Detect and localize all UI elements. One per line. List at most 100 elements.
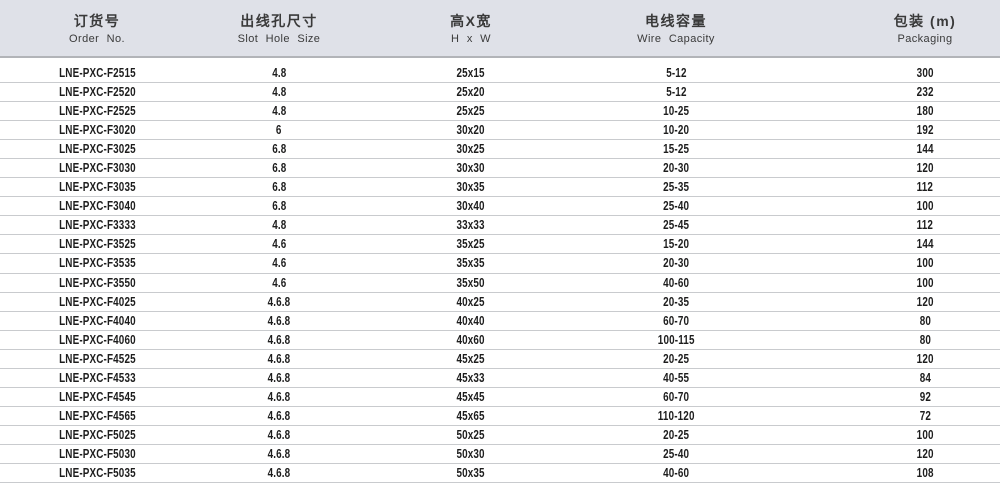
column-header-slot-hole-size-zh: 出线孔尺寸 [240, 12, 318, 29]
cell-wire-capacity: 5-12 [665, 84, 687, 100]
cell-packaging: 120 [916, 445, 934, 461]
cell-slot-hole-size: 4.6 [271, 255, 287, 271]
cell-packaging: 112 [916, 217, 934, 233]
cell-order-no: LNE-PXC-F4533 [58, 369, 136, 385]
cell-packaging: 144 [916, 141, 934, 157]
cell-h-x-w: 30x35 [456, 179, 486, 195]
cell-slot-hole-size: 4.6.8 [267, 407, 291, 423]
cell-wire-capacity: 25-40 [662, 445, 690, 461]
cell-slot-hole-size: 4.8 [271, 84, 287, 100]
cell-packaging: 232 [916, 84, 934, 100]
column-header-h-x-w: 高X宽 H x W [364, 0, 578, 56]
cell-h-x-w: 25x20 [456, 84, 486, 100]
table-row: LNE-PXC-F3025 6.8 30x25 15-25 144 [0, 140, 1000, 160]
cell-wire-capacity: 10-25 [662, 103, 690, 119]
cell-h-x-w: 35x35 [456, 255, 486, 271]
cell-order-no: LNE-PXC-F2525 [58, 103, 136, 119]
column-header-wire-capacity: 电线容量 Wire Capacity [578, 0, 774, 56]
cell-slot-hole-size: 6.8 [271, 160, 287, 176]
cell-order-no: LNE-PXC-F3030 [58, 160, 136, 176]
cell-order-no: LNE-PXC-F3040 [58, 198, 136, 214]
column-header-h-x-w-zh: 高X宽 [450, 12, 492, 29]
cell-packaging: 180 [916, 103, 934, 119]
cell-order-no: LNE-PXC-F2515 [58, 65, 136, 81]
table-row: LNE-PXC-F4040 4.6.8 40x40 60-70 80 [0, 312, 1000, 331]
cell-packaging: 144 [916, 236, 934, 252]
cell-wire-capacity: 25-35 [662, 179, 690, 195]
cell-order-no: LNE-PXC-F2520 [58, 84, 136, 100]
cell-slot-hole-size: 4.8 [271, 103, 287, 119]
cell-order-no: LNE-PXC-F3020 [58, 122, 136, 138]
column-header-wire-capacity-zh: 电线容量 [645, 12, 707, 29]
cell-wire-capacity: 60-70 [662, 388, 690, 404]
cell-wire-capacity: 40-55 [662, 369, 690, 385]
cell-wire-capacity: 40-60 [662, 274, 690, 290]
table-header-row: 订货号 Order No. 出线孔尺寸 Slot Hole Size 高X宽 H… [0, 0, 1000, 58]
table-row: LNE-PXC-F3040 6.8 30x40 25-40 100 [0, 197, 1000, 217]
cell-slot-hole-size: 4.6.8 [267, 331, 291, 347]
cell-h-x-w: 40x60 [456, 331, 486, 347]
cell-order-no: LNE-PXC-F4040 [58, 312, 136, 328]
table-row: LNE-PXC-F2515 4.8 25x15 5-12 300 [0, 64, 1000, 84]
cell-h-x-w: 30x40 [456, 198, 486, 214]
cell-slot-hole-size: 4.6 [271, 274, 287, 290]
cell-h-x-w: 35x25 [456, 236, 486, 252]
column-header-packaging: 包装 (m) Packaging [774, 0, 1000, 56]
cell-packaging: 80 [919, 331, 931, 347]
cell-slot-hole-size: 4.6 [271, 236, 287, 252]
cell-h-x-w: 25x15 [456, 65, 486, 81]
table-row: LNE-PXC-F3535 4.6 35x35 20-30 100 [0, 254, 1000, 274]
table-row: LNE-PXC-F5035 4.6.8 50x35 40-60 108 [0, 464, 1000, 483]
table-body: LNE-PXC-F2515 4.8 25x15 5-12 300 LNE-PXC… [0, 64, 1000, 483]
table-row: LNE-PXC-F4545 4.6.8 45x45 60-70 92 [0, 388, 1000, 407]
cell-slot-hole-size: 6.8 [271, 179, 287, 195]
column-header-packaging-zh: 包装 (m) [893, 12, 957, 29]
cell-order-no: LNE-PXC-F5035 [58, 465, 136, 480]
cell-slot-hole-size: 4.8 [271, 65, 287, 81]
table-row: LNE-PXC-F4533 4.6.8 45x33 40-55 84 [0, 369, 1000, 388]
cell-slot-hole-size: 4.6.8 [267, 293, 291, 309]
cell-order-no: LNE-PXC-F4060 [58, 331, 136, 347]
cell-wire-capacity: 10-20 [662, 122, 690, 138]
table-row: LNE-PXC-F3550 4.6 35x50 40-60 100 [0, 274, 1000, 293]
column-header-slot-hole-size-en: Slot Hole Size [237, 32, 321, 45]
table-row: LNE-PXC-F4025 4.6.8 40x25 20-35 120 [0, 293, 1000, 312]
cell-h-x-w: 30x25 [456, 141, 486, 157]
cell-slot-hole-size: 4.8 [271, 217, 287, 233]
cell-packaging: 100 [916, 426, 934, 442]
cell-wire-capacity: 60-70 [662, 312, 690, 328]
cell-packaging: 84 [919, 369, 931, 385]
cell-wire-capacity: 25-45 [662, 217, 690, 233]
cell-packaging: 100 [916, 274, 934, 290]
cell-order-no: LNE-PXC-F5025 [58, 426, 136, 442]
cell-order-no: LNE-PXC-F3550 [58, 274, 136, 290]
cell-packaging: 92 [919, 388, 931, 404]
cell-wire-capacity: 20-25 [662, 426, 690, 442]
cell-wire-capacity: 20-35 [662, 293, 690, 309]
cell-wire-capacity: 15-20 [662, 236, 690, 252]
cell-packaging: 192 [916, 122, 934, 138]
cell-wire-capacity: 20-25 [662, 350, 690, 366]
cell-order-no: LNE-PXC-F3025 [58, 141, 136, 157]
cell-wire-capacity: 20-30 [662, 160, 690, 176]
table-row: LNE-PXC-F4565 4.6.8 45x65 110-120 72 [0, 407, 1000, 426]
table-row: LNE-PXC-F5030 4.6.8 50x30 25-40 120 [0, 445, 1000, 464]
column-header-order-no-zh: 订货号 [73, 12, 121, 29]
cell-packaging: 120 [916, 160, 934, 176]
table-row: LNE-PXC-F3030 6.8 30x30 20-30 120 [0, 159, 1000, 179]
cell-h-x-w: 50x25 [456, 426, 486, 442]
cell-h-x-w: 45x25 [456, 350, 486, 366]
cell-packaging: 112 [916, 179, 934, 195]
table-row: LNE-PXC-F2520 4.8 25x20 5-12 232 [0, 83, 1000, 103]
column-header-order-no-en: Order No. [69, 32, 125, 45]
cell-h-x-w: 25x25 [456, 103, 486, 119]
cell-h-x-w: 40x40 [456, 312, 486, 328]
column-header-wire-capacity-en: Wire Capacity [637, 32, 715, 45]
cell-wire-capacity: 25-40 [662, 198, 690, 214]
cell-h-x-w: 30x20 [456, 122, 486, 138]
cell-wire-capacity: 15-25 [662, 141, 690, 157]
table-row: LNE-PXC-F3020 6 30x20 10-20 192 [0, 121, 1000, 141]
cell-slot-hole-size: 6 [276, 122, 282, 138]
cell-wire-capacity: 20-30 [662, 255, 690, 271]
cell-wire-capacity: 100-115 [657, 331, 695, 347]
